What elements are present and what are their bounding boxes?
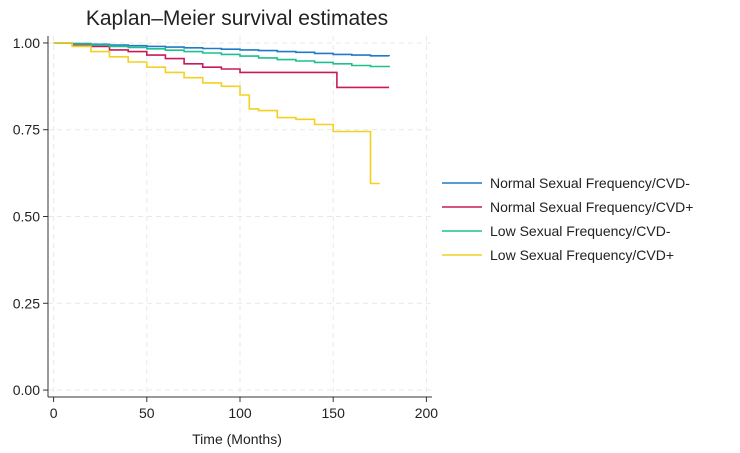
x-tick-label: 100 [228, 405, 252, 421]
series-line-3 [53, 42, 390, 68]
legend: Normal Sexual Frequency/CVD- Normal Sexua… [442, 175, 693, 263]
x-axis-label: Time (Months) [192, 431, 282, 447]
y-tick-label: 1.00 [13, 35, 40, 51]
y-tick-label: 0.50 [13, 209, 40, 225]
legend-label-2: Normal Sexual Frequency/CVD+ [490, 199, 693, 215]
y-axis-ticks: 0.00 0.25 0.50 0.75 1.00 [13, 35, 48, 398]
x-tick-label: 200 [415, 405, 439, 421]
series-line-2 [53, 42, 390, 89]
x-tick-label: 150 [322, 405, 346, 421]
grid-lines [48, 36, 432, 397]
y-tick-label: 0.00 [13, 382, 40, 398]
chart-title: Kaplan–Meier survival estimates [86, 7, 388, 30]
legend-label-3: Low Sexual Frequency/CVD- [490, 223, 671, 239]
x-tick-label: 0 [50, 405, 58, 421]
y-tick-label: 0.25 [13, 295, 40, 311]
legend-label-4: Low Sexual Frequency/CVD+ [490, 247, 674, 263]
y-tick-label: 0.75 [13, 122, 40, 138]
x-tick-label: 50 [139, 405, 155, 421]
x-axis-ticks: 0 50 100 150 200 [50, 397, 439, 421]
legend-label-1: Normal Sexual Frequency/CVD- [490, 175, 690, 191]
series-line-4 [53, 42, 380, 185]
survival-curves [53, 42, 390, 185]
